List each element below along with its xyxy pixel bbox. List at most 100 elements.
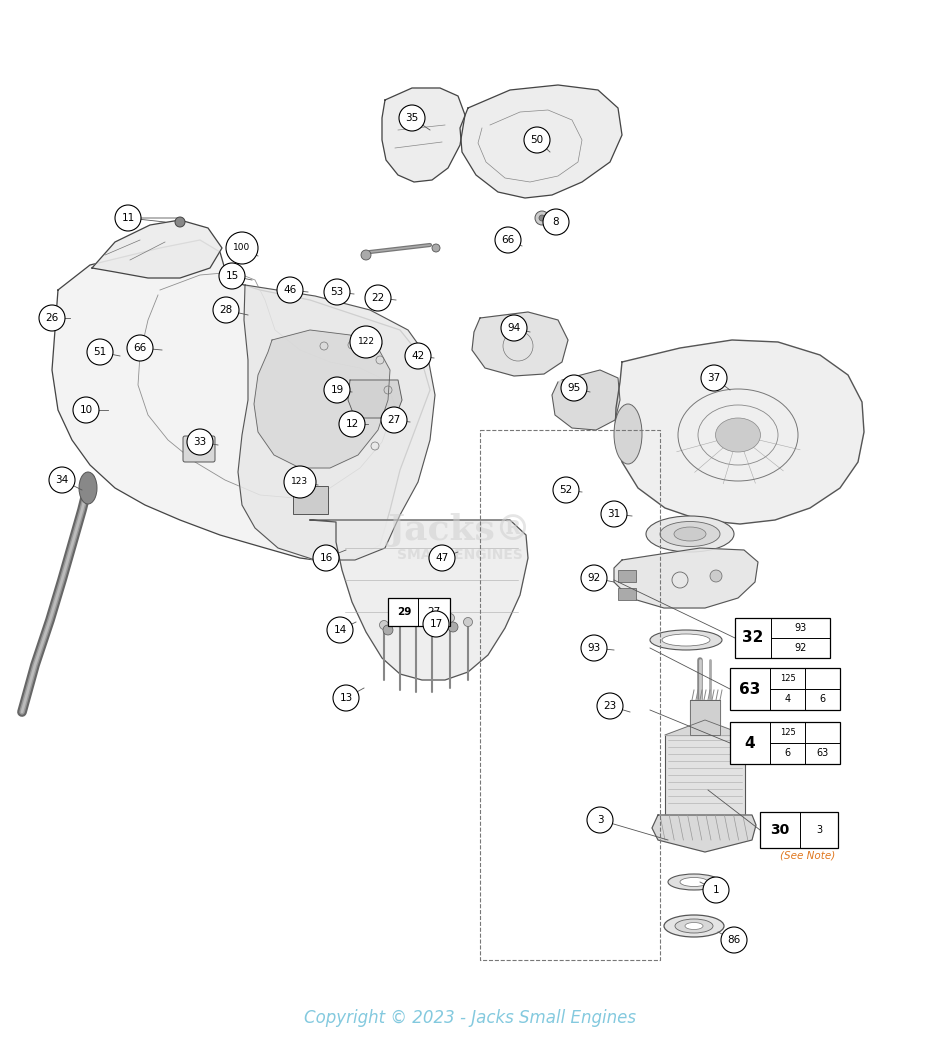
Polygon shape	[614, 548, 758, 608]
Circle shape	[327, 617, 353, 643]
Circle shape	[535, 211, 549, 225]
Circle shape	[187, 428, 213, 455]
Text: 47: 47	[436, 553, 449, 563]
Circle shape	[399, 105, 425, 131]
Circle shape	[383, 625, 393, 635]
Text: 19: 19	[330, 385, 343, 395]
Circle shape	[73, 397, 99, 423]
Polygon shape	[615, 340, 864, 524]
Circle shape	[703, 877, 729, 902]
Polygon shape	[92, 220, 222, 278]
Circle shape	[543, 209, 569, 235]
Circle shape	[284, 466, 316, 498]
Bar	[665, 735, 745, 815]
Circle shape	[423, 612, 449, 637]
Circle shape	[448, 622, 458, 632]
Bar	[388, 598, 450, 626]
Circle shape	[432, 244, 440, 252]
Circle shape	[381, 407, 407, 433]
Circle shape	[361, 250, 371, 260]
Circle shape	[339, 411, 365, 437]
Circle shape	[313, 545, 339, 571]
Ellipse shape	[674, 527, 706, 541]
Text: 63: 63	[740, 681, 760, 696]
Text: 50: 50	[531, 135, 544, 145]
Circle shape	[539, 215, 545, 221]
Polygon shape	[460, 85, 622, 198]
Text: 123: 123	[292, 477, 309, 487]
Text: 52: 52	[559, 485, 573, 495]
Circle shape	[324, 279, 350, 305]
Text: 63: 63	[817, 748, 829, 759]
Text: 31: 31	[607, 509, 621, 519]
Text: 33: 33	[193, 437, 207, 446]
Polygon shape	[52, 240, 430, 562]
Text: 53: 53	[330, 287, 343, 297]
Text: 93: 93	[794, 623, 806, 633]
Text: 27: 27	[427, 607, 440, 617]
Polygon shape	[552, 370, 620, 430]
Text: 66: 66	[502, 235, 515, 245]
Text: 3: 3	[597, 815, 603, 825]
Text: 6: 6	[785, 748, 790, 759]
Text: 4: 4	[785, 694, 790, 705]
Circle shape	[464, 618, 472, 626]
Text: (See Note): (See Note)	[780, 850, 836, 860]
Circle shape	[115, 205, 141, 231]
Text: 46: 46	[283, 285, 296, 295]
Text: 66: 66	[134, 343, 147, 353]
Text: 11: 11	[121, 213, 135, 223]
Polygon shape	[382, 88, 465, 182]
Bar	[735, 618, 830, 658]
Bar	[730, 668, 840, 710]
Text: 12: 12	[345, 419, 359, 428]
Text: 28: 28	[219, 305, 232, 315]
Circle shape	[445, 614, 455, 622]
Circle shape	[429, 545, 455, 571]
Bar	[618, 570, 636, 582]
Circle shape	[495, 227, 521, 253]
Circle shape	[405, 343, 431, 369]
Text: 94: 94	[507, 323, 520, 333]
Circle shape	[597, 693, 623, 719]
Text: 92: 92	[587, 573, 600, 583]
Ellipse shape	[614, 404, 642, 464]
Circle shape	[427, 610, 437, 620]
Text: 1: 1	[712, 884, 719, 895]
Text: 29: 29	[397, 607, 411, 617]
Text: 92: 92	[794, 643, 806, 653]
Circle shape	[127, 335, 153, 361]
Ellipse shape	[660, 522, 720, 547]
Polygon shape	[652, 815, 756, 852]
Circle shape	[39, 305, 65, 331]
Text: 42: 42	[411, 351, 424, 361]
Text: 34: 34	[56, 475, 69, 485]
Text: 37: 37	[708, 373, 721, 383]
Text: 51: 51	[93, 347, 106, 357]
Ellipse shape	[668, 874, 720, 890]
Text: 122: 122	[358, 338, 375, 347]
Text: 6: 6	[820, 694, 825, 705]
Circle shape	[721, 927, 747, 953]
Text: 30: 30	[771, 823, 789, 837]
Polygon shape	[254, 330, 390, 468]
Ellipse shape	[680, 877, 708, 887]
Ellipse shape	[79, 472, 97, 504]
Text: 125: 125	[780, 674, 795, 683]
Circle shape	[561, 375, 587, 401]
Circle shape	[324, 377, 350, 403]
Circle shape	[501, 315, 527, 341]
Text: Copyright © 2023 - Jacks Small Engines: Copyright © 2023 - Jacks Small Engines	[305, 1009, 636, 1027]
Polygon shape	[472, 312, 568, 376]
Text: 125: 125	[780, 728, 795, 737]
Polygon shape	[665, 720, 745, 735]
Circle shape	[581, 635, 607, 661]
Polygon shape	[690, 700, 720, 735]
Circle shape	[581, 565, 607, 591]
Circle shape	[219, 263, 245, 289]
Circle shape	[333, 685, 359, 711]
Circle shape	[504, 236, 516, 248]
Text: 27: 27	[388, 415, 401, 425]
Ellipse shape	[650, 630, 722, 650]
Circle shape	[524, 127, 550, 153]
